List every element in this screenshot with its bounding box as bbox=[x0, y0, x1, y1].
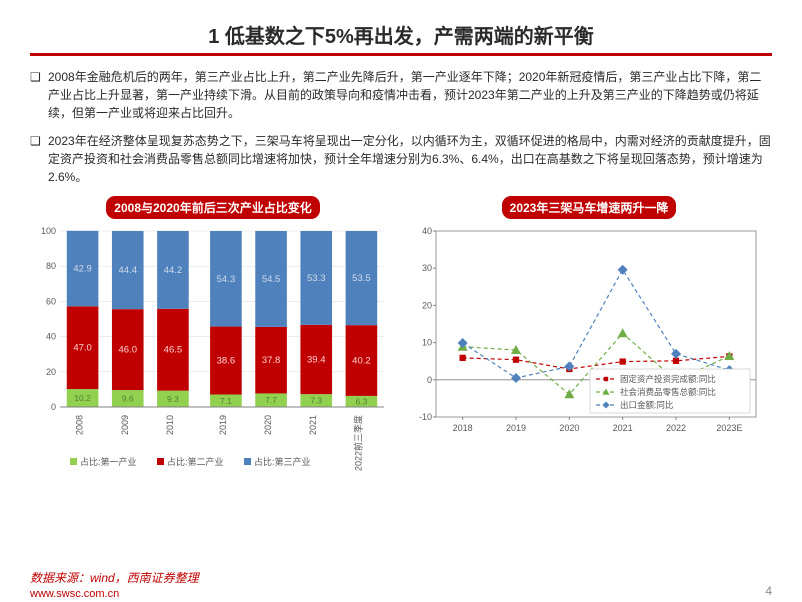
stacked-bar-chart: 0 20 40 60 80 100 10.2 47.0 42.9 2008 9.6 46.0 44.4 2… bbox=[30, 225, 390, 475]
right-chart-title: 2023年三架马车增速两升一降 bbox=[502, 196, 677, 219]
svg-text:40: 40 bbox=[46, 332, 56, 342]
svg-text:44.2: 44.2 bbox=[164, 265, 183, 276]
svg-text:2020: 2020 bbox=[559, 423, 579, 433]
svg-text:9.6: 9.6 bbox=[122, 394, 134, 404]
svg-text:2010: 2010 bbox=[165, 415, 175, 435]
svg-text:40: 40 bbox=[422, 226, 432, 236]
svg-text:2022前三季度: 2022前三季度 bbox=[352, 415, 363, 471]
svg-text:100: 100 bbox=[41, 226, 56, 236]
svg-text:2023E: 2023E bbox=[716, 423, 742, 433]
svg-text:54.5: 54.5 bbox=[262, 274, 281, 285]
page-title: 1 低基数之下5%再出发，产需两端的新平衡 bbox=[30, 20, 772, 49]
svg-text:10: 10 bbox=[422, 338, 432, 348]
svg-text:2020: 2020 bbox=[263, 415, 273, 435]
paragraph-1: 2008年金融危机后的两年，第三产业占比上升，第二产业先降后升，第一产业逐年下降… bbox=[30, 68, 772, 122]
svg-text:39.4: 39.4 bbox=[307, 354, 326, 365]
svg-text:47.0: 47.0 bbox=[73, 343, 92, 354]
title-underline bbox=[30, 53, 772, 56]
svg-text:6.3: 6.3 bbox=[356, 396, 368, 406]
svg-text:7.1: 7.1 bbox=[220, 396, 232, 406]
svg-text:20: 20 bbox=[422, 300, 432, 310]
svg-text:10.2: 10.2 bbox=[74, 393, 91, 403]
footer-url: www.swsc.com.cn bbox=[30, 588, 119, 600]
svg-text:占比:第一产业: 占比:第一产业 bbox=[80, 456, 137, 467]
svg-text:2021: 2021 bbox=[308, 415, 318, 435]
left-chart-column: 2008与2020年前后三次产业占比变化 0 20 40 60 80 100 10.2 47.… bbox=[30, 196, 396, 475]
svg-text:42.9: 42.9 bbox=[73, 264, 92, 275]
data-source-label: 数据来源：wind，西南证券整理 bbox=[30, 569, 199, 586]
left-chart-title: 2008与2020年前后三次产业占比变化 bbox=[106, 196, 319, 219]
svg-text:固定资产投资完成额:同比: 固定资产投资完成额:同比 bbox=[620, 374, 716, 384]
svg-text:20: 20 bbox=[46, 367, 56, 377]
svg-text:社会消费品零售总额:同比: 社会消费品零售总额:同比 bbox=[620, 387, 716, 397]
svg-text:46.0: 46.0 bbox=[119, 345, 137, 356]
svg-text:80: 80 bbox=[46, 261, 56, 271]
paragraph-2: 2023年在经济整体呈现复苏态势之下，三架马车将呈现出一定分化，以内循环为主，双… bbox=[30, 132, 772, 186]
svg-text:7.3: 7.3 bbox=[310, 396, 322, 406]
svg-text:37.8: 37.8 bbox=[262, 355, 281, 366]
svg-text:0: 0 bbox=[427, 375, 432, 385]
svg-text:9.3: 9.3 bbox=[167, 394, 179, 404]
svg-text:54.3: 54.3 bbox=[217, 274, 236, 285]
svg-text:38.6: 38.6 bbox=[217, 356, 236, 367]
svg-text:7.7: 7.7 bbox=[265, 395, 277, 405]
svg-text:2021: 2021 bbox=[613, 423, 633, 433]
svg-text:占比:第三产业: 占比:第三产业 bbox=[254, 456, 311, 467]
svg-text:30: 30 bbox=[422, 263, 432, 273]
page-number: 4 bbox=[765, 584, 772, 598]
svg-text:占比:第二产业: 占比:第二产业 bbox=[167, 456, 224, 467]
svg-text:-10: -10 bbox=[419, 412, 432, 422]
svg-text:40.2: 40.2 bbox=[352, 356, 371, 367]
svg-text:2022: 2022 bbox=[666, 423, 686, 433]
svg-text:44.4: 44.4 bbox=[119, 265, 137, 276]
line-chart: -10 0 10 20 30 40 2018 2019 2020 2021 2022 2023E 固定资… bbox=[406, 225, 766, 475]
svg-text:0: 0 bbox=[51, 402, 56, 412]
svg-text:53.3: 53.3 bbox=[307, 273, 326, 284]
svg-text:2009: 2009 bbox=[120, 415, 130, 435]
svg-text:2018: 2018 bbox=[453, 423, 473, 433]
svg-text:46.5: 46.5 bbox=[164, 345, 183, 356]
svg-text:出口金额:同比: 出口金额:同比 bbox=[620, 400, 673, 410]
svg-text:60: 60 bbox=[46, 296, 56, 306]
svg-text:2019: 2019 bbox=[506, 423, 526, 433]
right-chart-column: 2023年三架马车增速两升一降 -10 0 10 20 30 40 2018 2019 2020… bbox=[406, 196, 772, 475]
svg-text:2008: 2008 bbox=[75, 415, 85, 435]
svg-text:53.5: 53.5 bbox=[352, 273, 371, 284]
svg-text:2019: 2019 bbox=[218, 415, 228, 435]
slide: 1 低基数之下5%再出发，产需两端的新平衡 2008年金融危机后的两年，第三产业… bbox=[0, 0, 802, 602]
charts-row: 2008与2020年前后三次产业占比变化 02040608010010.247.… bbox=[30, 196, 772, 475]
